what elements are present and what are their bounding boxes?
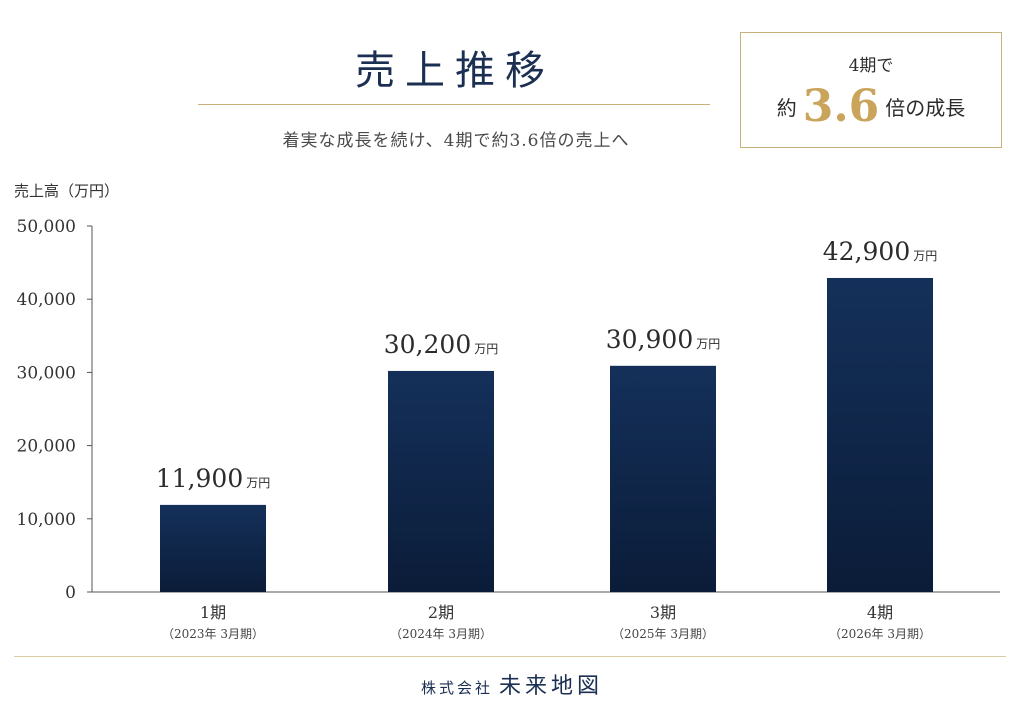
badge-growth-text: 約 3.6 倍の成長	[741, 81, 1001, 132]
y-tick-label: 50,000	[17, 217, 76, 237]
bar-2	[388, 370, 494, 592]
x-tick-sublabel: （2024年 3月期）	[390, 627, 492, 641]
y-tick-label: 10,000	[17, 510, 76, 530]
y-tick-label: 30,000	[17, 363, 76, 383]
x-tick-sublabel: （2026年 3月期）	[829, 627, 931, 641]
badge-growth-number: 3.6	[802, 81, 880, 132]
y-tick-label: 0	[65, 583, 76, 603]
badge-period-text: 4期で	[848, 56, 894, 76]
badge-prefix: 約	[776, 96, 797, 120]
company-footer: 株式会社 未来地図	[0, 668, 1024, 700]
x-tick-sublabel: （2023年 3月期）	[162, 627, 264, 641]
data-label: 11,900 万円	[156, 464, 271, 493]
data-label: 42,900 万円	[823, 237, 938, 266]
x-tick-label: 4期	[867, 603, 893, 622]
footer-divider	[14, 656, 1006, 657]
x-tick-label: 1期	[200, 603, 226, 622]
badge-suffix: 倍の成長	[885, 96, 966, 120]
x-tick-sublabel: （2025年 3月期）	[612, 627, 714, 641]
company-prefix: 株式会社	[420, 679, 493, 697]
y-tick-label: 20,000	[17, 437, 76, 457]
x-tick-label: 3期	[650, 603, 676, 622]
data-label: 30,900 万円	[606, 325, 721, 354]
company-name: 未来地図	[499, 674, 604, 699]
bar-1	[160, 504, 266, 592]
x-tick-label: 2期	[428, 603, 454, 622]
bar-4	[827, 277, 933, 592]
bar-3	[610, 365, 716, 592]
title-divider	[198, 104, 710, 105]
data-label: 30,200 万円	[384, 330, 499, 359]
page-title: 売上推移	[355, 48, 555, 94]
y-tick-label: 40,000	[17, 290, 76, 310]
y-axis-label: 売上高（万円）	[14, 182, 120, 200]
page-subtitle: 着実な成長を続け、4期で約3.6倍の売上へ	[282, 131, 630, 151]
growth-badge: 4期で 約 3.6 倍の成長	[740, 32, 1002, 148]
